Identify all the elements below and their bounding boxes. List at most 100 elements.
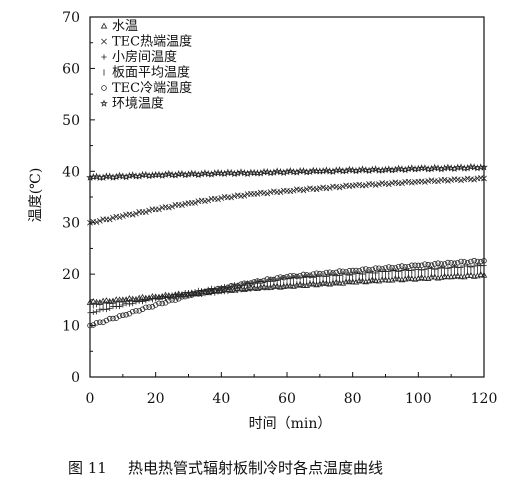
x-axis-label: 时间（min） <box>249 416 332 432</box>
marker-glyph <box>372 265 379 271</box>
series-plus-dense-markers <box>90 262 484 315</box>
marker-glyph <box>405 274 412 281</box>
marker-glyph <box>333 269 339 276</box>
marker-glyph <box>405 178 412 185</box>
marker-glyph <box>369 181 376 187</box>
marker-glyph <box>300 187 307 194</box>
marker-glyph <box>326 269 333 275</box>
marker-glyph <box>411 165 419 173</box>
marker-glyph <box>143 304 149 311</box>
y-tick-label: 10 <box>62 319 80 335</box>
marker-glyph <box>412 262 418 269</box>
marker-glyph <box>421 274 429 281</box>
marker-glyph <box>261 277 267 284</box>
marker-glyph <box>165 204 172 211</box>
data-point <box>283 282 291 289</box>
marker-glyph <box>300 271 307 278</box>
marker-glyph <box>125 171 134 180</box>
marker-glyph <box>280 187 287 194</box>
marker-glyph <box>103 306 110 313</box>
marker-glyph <box>432 261 438 267</box>
marker-glyph <box>128 171 137 179</box>
data-point <box>119 213 126 219</box>
legend-marker <box>101 54 107 60</box>
marker-glyph <box>299 166 308 175</box>
marker-glyph <box>458 258 464 265</box>
marker-glyph <box>133 210 139 217</box>
marker-glyph <box>181 170 190 179</box>
marker-glyph <box>395 263 402 270</box>
marker-glyph <box>428 273 435 280</box>
data-point <box>481 258 487 264</box>
marker-glyph <box>441 176 448 183</box>
marker-glyph <box>407 164 416 172</box>
marker-glyph <box>264 190 271 197</box>
marker-glyph <box>326 185 333 191</box>
marker-glyph <box>441 261 448 267</box>
marker-glyph <box>312 167 321 175</box>
marker-glyph <box>257 278 264 285</box>
marker-glyph <box>430 163 439 171</box>
marker-glyph <box>145 171 153 180</box>
marker-glyph <box>335 166 344 174</box>
marker-glyph <box>376 265 382 271</box>
marker-glyph <box>468 258 474 265</box>
marker-glyph <box>392 179 399 186</box>
marker-glyph <box>368 165 377 173</box>
marker-glyph <box>215 285 221 292</box>
marker-glyph <box>263 167 272 176</box>
x-tick-label: 100 <box>405 391 432 407</box>
data-point <box>448 264 454 271</box>
marker-glyph <box>221 285 228 292</box>
marker-glyph <box>336 279 343 286</box>
marker-glyph <box>471 176 478 183</box>
marker-glyph <box>208 288 215 295</box>
marker-glyph <box>355 277 363 284</box>
marker-glyph <box>290 187 297 194</box>
marker-glyph <box>323 269 330 276</box>
marker-glyph <box>107 305 113 311</box>
data-point <box>415 262 422 269</box>
marker-glyph <box>307 272 313 279</box>
marker-glyph <box>313 281 320 288</box>
marker-glyph <box>358 165 367 173</box>
marker-glyph <box>270 188 277 195</box>
marker-glyph <box>215 196 221 203</box>
marker-glyph <box>214 168 222 177</box>
marker-glyph <box>93 320 100 326</box>
marker-glyph <box>247 168 255 176</box>
data-point <box>349 278 356 285</box>
marker-glyph <box>195 291 202 297</box>
marker-glyph <box>129 308 136 315</box>
data-point <box>284 273 290 280</box>
data-point <box>217 169 226 177</box>
marker-glyph <box>431 273 439 280</box>
marker-glyph <box>277 274 284 280</box>
marker-glyph <box>97 307 103 313</box>
axes <box>89 16 485 378</box>
marker-glyph <box>264 276 271 282</box>
legend-label: 小房间温度 <box>112 49 177 65</box>
marker-glyph <box>404 164 413 173</box>
marker-glyph <box>356 267 362 274</box>
marker-glyph <box>166 297 172 304</box>
marker-glyph <box>129 211 136 218</box>
data-point <box>86 173 94 181</box>
marker-glyph <box>258 278 264 285</box>
marker-glyph <box>359 266 366 273</box>
legend-label: TEC热端温度 <box>112 34 192 50</box>
data-point <box>414 164 423 172</box>
marker-glyph <box>97 319 103 325</box>
marker-glyph <box>202 288 208 295</box>
marker-glyph <box>435 260 441 266</box>
data-point <box>448 260 454 266</box>
marker-glyph <box>279 168 288 176</box>
marker-glyph <box>379 266 385 272</box>
marker-glyph <box>191 169 199 178</box>
legend-marker <box>100 99 108 107</box>
marker-glyph <box>149 304 156 310</box>
marker-glyph <box>419 267 425 273</box>
marker-glyph <box>454 259 461 266</box>
